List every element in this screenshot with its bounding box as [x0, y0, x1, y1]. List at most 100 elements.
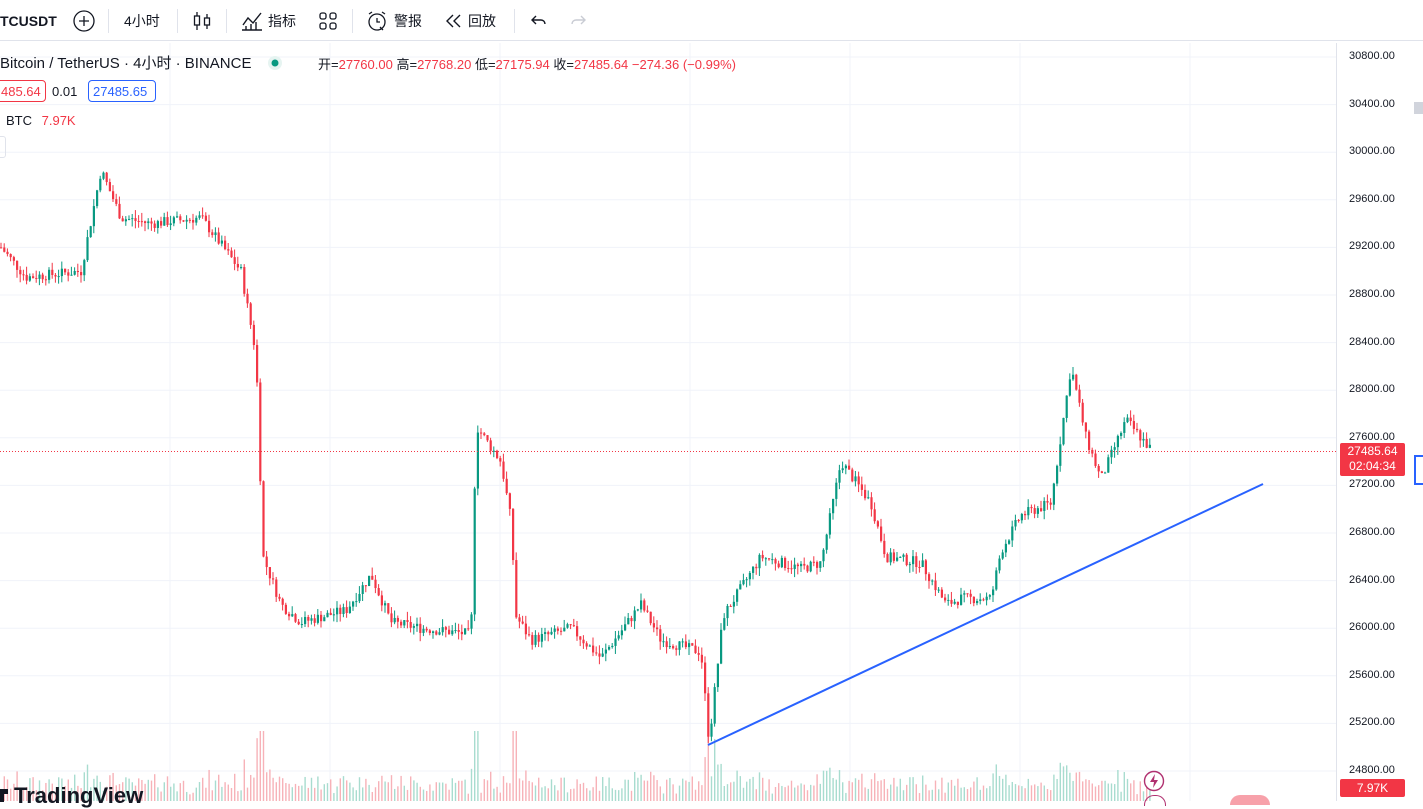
- sell-button[interactable]: 485.64: [0, 80, 46, 102]
- volume-bar: [147, 779, 149, 801]
- volume-axis-label: 7.97K: [1340, 779, 1405, 797]
- candle-body: [1033, 508, 1036, 514]
- legend-title[interactable]: Bitcoin / TetherUS · 4小时 · BINANCE: [0, 55, 252, 72]
- undo-button[interactable]: [529, 0, 549, 41]
- buy-button[interactable]: 27485.65: [88, 80, 156, 102]
- volume-bar: [320, 789, 322, 801]
- chart-type-button[interactable]: [192, 0, 212, 41]
- indicators-button[interactable]: 指标: [240, 0, 296, 41]
- volume-bar: [413, 780, 415, 801]
- volume-bar: [381, 775, 383, 801]
- lightning-icon[interactable]: [1143, 770, 1165, 792]
- volume-bar: [86, 764, 89, 801]
- alert-button[interactable]: 警报: [365, 0, 422, 41]
- candle-body: [915, 556, 918, 568]
- volume-bar: [688, 781, 690, 801]
- candle-body: [768, 558, 771, 560]
- volume-bar: [445, 783, 447, 801]
- volume-bar: [256, 738, 258, 801]
- replay-label: 回放: [468, 12, 496, 29]
- candle-body: [342, 607, 345, 615]
- volume-bar: [144, 783, 146, 801]
- volume-bar: [1094, 786, 1097, 801]
- volume-bar: [266, 772, 268, 801]
- volume-bar: [189, 794, 191, 801]
- price-axis-tick: 27600.00: [1349, 430, 1395, 443]
- candle-body: [598, 653, 601, 657]
- replay-button[interactable]: 回放: [444, 0, 496, 41]
- candle-body: [732, 601, 735, 607]
- volume-bar: [797, 785, 799, 801]
- symbol-search-button[interactable]: TCUSDT: [0, 0, 57, 41]
- volume-bar: [397, 786, 399, 801]
- volume-bar: [570, 789, 572, 801]
- volume-bar: [669, 777, 671, 801]
- volume-bar: [333, 793, 335, 801]
- candle-body: [444, 627, 447, 630]
- candle-body: [313, 618, 316, 623]
- volume-bar: [3, 776, 5, 801]
- candle-body: [809, 561, 812, 572]
- volume-bar: [640, 774, 642, 801]
- candle-body: [240, 267, 243, 269]
- candle-body: [627, 617, 630, 625]
- candle-body: [19, 269, 22, 275]
- volume-bar: [499, 792, 501, 801]
- volume-legend: BTC 7.97K: [6, 113, 76, 128]
- volume-bar: [768, 779, 770, 801]
- volume-bar: [557, 790, 559, 801]
- candle-body: [291, 614, 294, 617]
- candle-body: [457, 630, 460, 632]
- grid-icon: [319, 11, 337, 30]
- price-axis-border: [1336, 43, 1337, 801]
- price-axis-tick: 28000.00: [1349, 383, 1395, 396]
- candle-body: [1036, 508, 1039, 514]
- candle-body: [771, 559, 774, 561]
- layouts-button[interactable]: [318, 0, 338, 41]
- candle-body: [838, 470, 841, 483]
- volume-bar: [35, 790, 37, 801]
- volume-bar: [426, 790, 428, 801]
- earnings-marker-icon[interactable]: [1230, 795, 1270, 805]
- open-value: 27760.00: [338, 57, 393, 72]
- volume-bar: [259, 731, 261, 801]
- candle-body: [902, 554, 905, 557]
- candlestick-chart[interactable]: [0, 0, 1336, 801]
- volume-bar: [304, 776, 306, 801]
- interval-button[interactable]: 4小时: [124, 0, 160, 41]
- volume-bar: [621, 788, 623, 801]
- interval-label: 4小时: [124, 12, 160, 29]
- candle-body: [803, 563, 806, 566]
- volume-bar: [442, 782, 444, 801]
- volume-bar: [698, 781, 700, 801]
- volume-bar: [118, 784, 121, 801]
- volume-bar: [371, 791, 373, 801]
- candle-body: [214, 232, 217, 236]
- candle-body: [22, 274, 25, 276]
- volume-bar: [560, 777, 562, 801]
- volume-bar: [1085, 779, 1087, 801]
- volume-bar: [307, 787, 309, 801]
- volume-bar: [1002, 778, 1004, 801]
- legend-collapse-button[interactable]: [0, 136, 6, 158]
- volume-bar: [61, 778, 63, 801]
- undo-icon: [531, 15, 546, 24]
- candle-body: [550, 631, 553, 635]
- scroll-handle[interactable]: [1414, 102, 1423, 114]
- volume-bar: [1018, 785, 1020, 801]
- volume-bar: [160, 791, 162, 801]
- candle-body: [675, 648, 678, 650]
- volume-bar: [986, 788, 988, 801]
- candle-body: [652, 623, 655, 628]
- candle-body: [246, 293, 249, 304]
- candle-body: [352, 601, 355, 607]
- candle-body: [387, 603, 390, 614]
- redo-button[interactable]: [568, 0, 588, 41]
- volume-bar: [794, 787, 796, 801]
- volume-bar: [1136, 794, 1138, 801]
- volume-bar: [966, 789, 969, 801]
- candle-body: [1142, 438, 1145, 441]
- compare-symbol-button[interactable]: [72, 0, 96, 41]
- high-label: 高: [396, 57, 410, 72]
- candle-body: [1113, 447, 1116, 450]
